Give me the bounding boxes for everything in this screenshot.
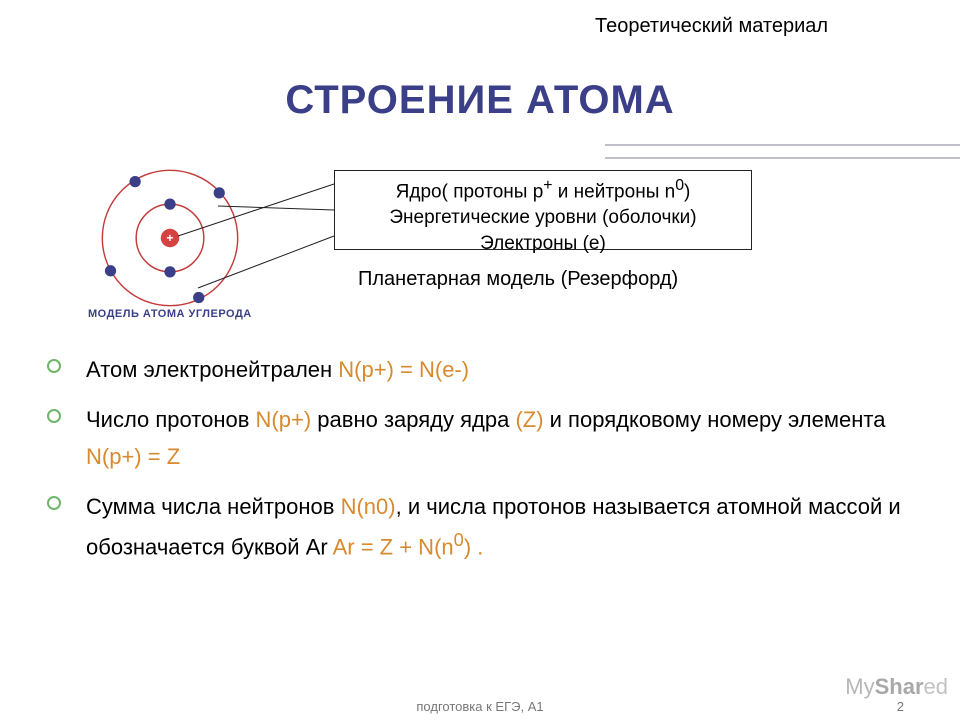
electron xyxy=(214,187,225,198)
bullet-highlight: (Z) xyxy=(515,407,543,432)
bullet-item: Число протонов N(р+) равно заряду ядра (… xyxy=(46,402,946,475)
bullet-highlight: N(р+) = Z xyxy=(86,444,180,469)
bullet-highlight: Ar = Z + N(n xyxy=(333,535,454,560)
watermark-sh: Shar xyxy=(875,674,924,699)
bullet-text: Сумма числа нейтронов xyxy=(86,494,341,519)
bullet-sup: 0 xyxy=(454,529,464,550)
underline-top xyxy=(605,144,960,146)
bullet-item: Сумма числа нейтронов N(n0), и числа про… xyxy=(46,489,946,566)
bullet-highlight: N(р+) xyxy=(256,407,312,432)
watermark: MyShared xyxy=(845,674,948,700)
atom-caption: МОДЕЛЬ АТОМА УГЛЕРОДА xyxy=(88,308,252,320)
legend-sup: 0 xyxy=(675,177,684,194)
nucleus-plus: + xyxy=(166,231,173,245)
bullet-highlight: N(р+) = N(е-) xyxy=(338,357,469,382)
electron xyxy=(164,199,175,210)
legend-text: Ядро( протоны р xyxy=(396,181,544,202)
underline-bottom xyxy=(605,157,960,159)
bullet-marker-icon xyxy=(46,408,62,424)
bullet-marker-icon xyxy=(46,358,62,374)
bullet-text: Атом электронейтрален xyxy=(86,357,338,382)
watermark-ed: ed xyxy=(924,674,948,699)
header-label: Теоретический материал xyxy=(595,14,828,39)
bullet-highlight: ) . xyxy=(464,535,484,560)
bullet-text: и порядковому номеру элемента xyxy=(544,407,886,432)
page-title: СТРОЕНИЕ АТОМА xyxy=(0,78,960,123)
legend-text: и нейтроны n xyxy=(553,181,676,202)
footer-center: подготовка к ЕГЭ, А1 xyxy=(0,699,960,714)
bullet-list: Атом электронейтрален N(р+) = N(е-) Числ… xyxy=(46,352,946,580)
bullet-text: Число протонов xyxy=(86,407,256,432)
watermark-my: My xyxy=(845,674,874,699)
bullet-text: равно заряду ядра xyxy=(311,407,515,432)
legend-sup: + xyxy=(543,177,552,194)
legend-text: ) xyxy=(684,181,690,202)
electron xyxy=(129,176,140,187)
electron xyxy=(105,265,116,276)
electron xyxy=(164,266,175,277)
legend-box: Ядро( протоны р+ и нейтроны n0) Энергети… xyxy=(334,170,752,250)
legend-line-3: Электроны (е) xyxy=(335,231,751,257)
legend-line-2: Энергетические уровни (оболочки) xyxy=(335,205,751,231)
legend-line-1: Ядро( протоны р+ и нейтроны n0) xyxy=(335,173,751,205)
bullet-marker-icon xyxy=(46,495,62,511)
electron xyxy=(193,292,204,303)
planetary-label: Планетарная модель (Резерфорд) xyxy=(358,268,678,291)
bullet-highlight: N(n0) xyxy=(341,494,396,519)
bullet-item: Атом электронейтрален N(р+) = N(е-) xyxy=(46,352,946,388)
footer-page-number: 2 xyxy=(897,699,904,714)
atom-diagram: + xyxy=(90,158,250,318)
